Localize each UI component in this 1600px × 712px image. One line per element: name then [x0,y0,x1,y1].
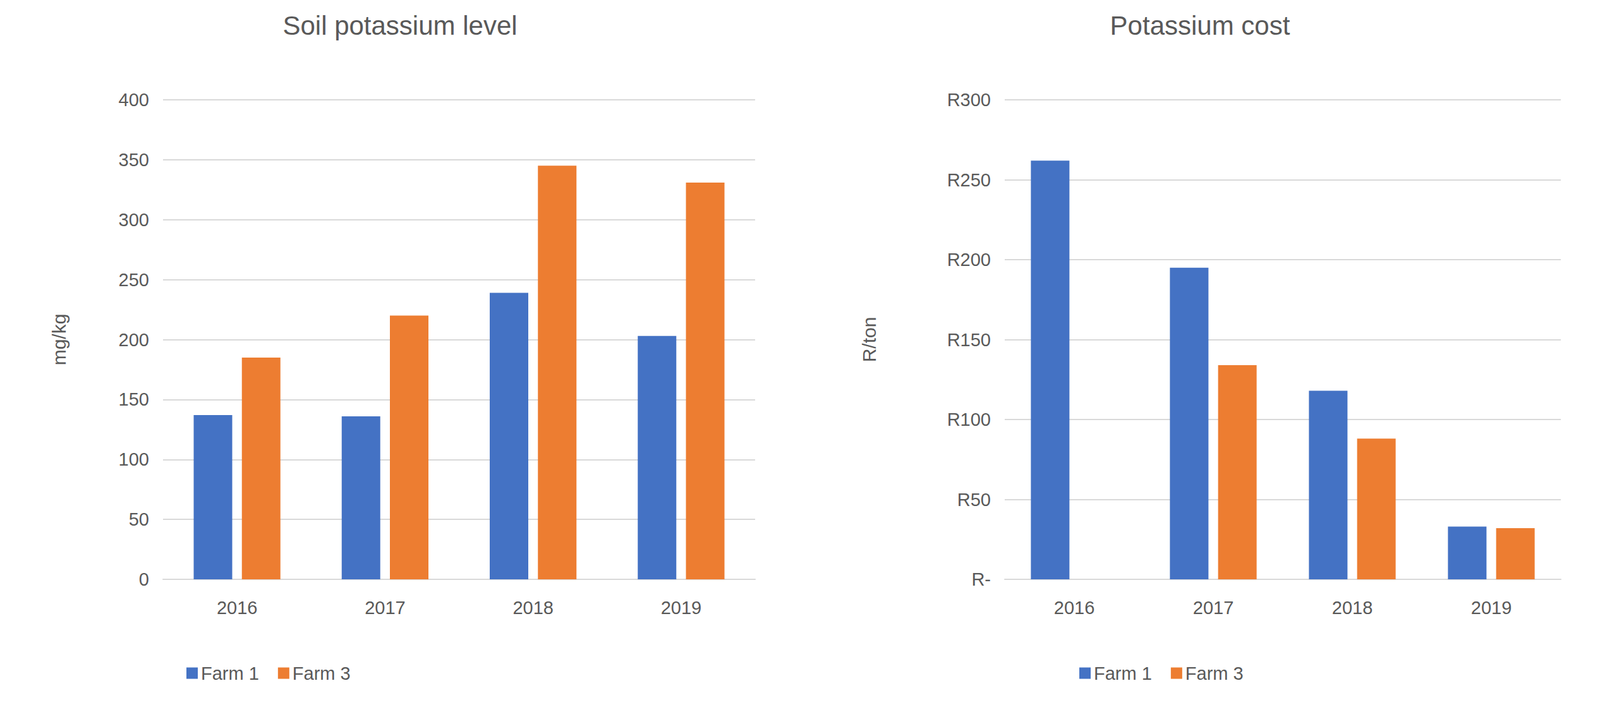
svg-text:R-: R- [971,569,991,590]
svg-text:Farm 1: Farm 1 [1093,663,1152,684]
svg-text:200: 200 [118,329,150,351]
svg-text:R100: R100 [947,409,991,430]
svg-text:Farm 3: Farm 3 [292,663,351,684]
svg-text:Potassium cost: Potassium cost [1110,10,1291,41]
svg-text:Soil potassium level: Soil potassium level [282,10,517,41]
svg-text:100: 100 [118,449,150,470]
svg-text:50: 50 [128,509,150,530]
svg-text:2017: 2017 [364,597,406,619]
svg-text:2017: 2017 [1193,597,1235,619]
svg-text:0: 0 [139,569,150,590]
svg-text:250: 250 [118,269,150,291]
svg-text:mg/kg: mg/kg [48,314,70,366]
svg-text:2016: 2016 [1054,597,1096,619]
svg-text:350: 350 [118,149,150,170]
svg-text:Farm 1: Farm 1 [200,663,260,684]
svg-text:2018: 2018 [1332,597,1374,619]
svg-text:R300: R300 [947,89,991,110]
svg-text:R200: R200 [947,249,991,270]
svg-text:R/ton: R/ton [858,317,880,363]
svg-text:R150: R150 [947,329,991,351]
svg-text:R250: R250 [947,169,991,191]
svg-text:Farm 3: Farm 3 [1185,663,1244,684]
svg-text:2018: 2018 [512,597,554,619]
svg-text:400: 400 [118,89,150,110]
svg-text:300: 300 [118,209,150,231]
svg-text:2016: 2016 [216,597,258,619]
svg-text:150: 150 [118,389,150,410]
svg-text:2019: 2019 [660,597,703,619]
svg-text:R50: R50 [957,489,991,510]
svg-text:2019: 2019 [1471,597,1513,619]
